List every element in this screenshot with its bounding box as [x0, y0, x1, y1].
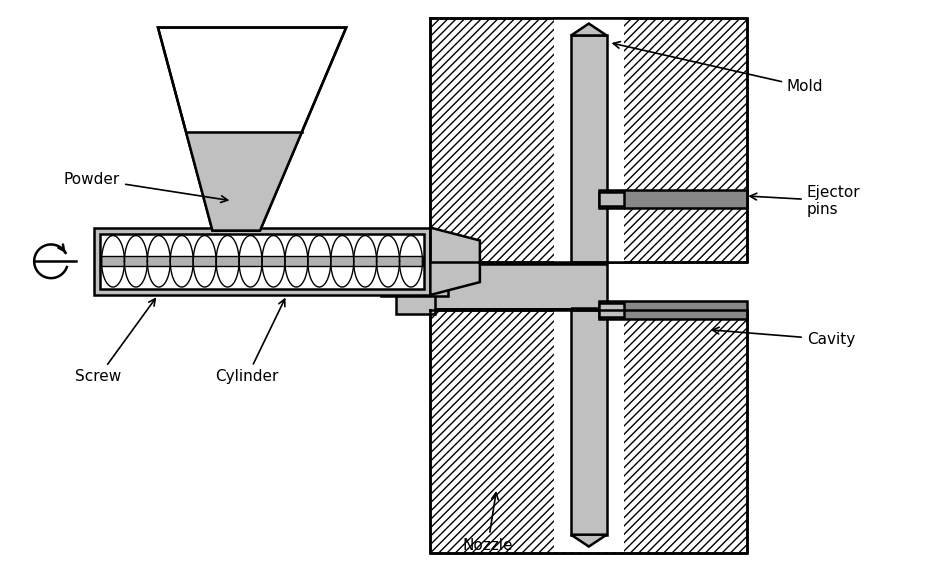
- Bar: [431, 264, 607, 308]
- Text: Cavity: Cavity: [712, 327, 855, 347]
- Bar: [99, 233, 424, 289]
- Bar: [571, 36, 607, 262]
- Bar: [571, 310, 607, 535]
- Text: Screw: Screw: [75, 299, 156, 384]
- Text: Mold: Mold: [613, 42, 824, 94]
- Bar: [431, 18, 748, 262]
- Bar: [100, 256, 423, 266]
- Polygon shape: [186, 132, 302, 230]
- Polygon shape: [571, 535, 607, 546]
- Bar: [554, 19, 624, 262]
- Text: Cylinder: Cylinder: [216, 299, 285, 384]
- Text: Ejector
pins: Ejector pins: [750, 185, 860, 217]
- Bar: [554, 310, 624, 552]
- Bar: [598, 192, 624, 206]
- Bar: [396, 259, 435, 314]
- Polygon shape: [571, 23, 607, 36]
- Bar: [431, 274, 571, 284]
- Bar: [431, 298, 571, 308]
- Polygon shape: [158, 27, 346, 230]
- Bar: [598, 303, 624, 316]
- Bar: [381, 276, 448, 296]
- Bar: [94, 228, 431, 295]
- Bar: [598, 190, 748, 208]
- Polygon shape: [431, 228, 480, 295]
- Text: Nozzle: Nozzle: [462, 493, 513, 553]
- Text: Powder: Powder: [64, 171, 228, 202]
- Bar: [598, 301, 748, 319]
- Polygon shape: [186, 132, 302, 230]
- Bar: [431, 264, 485, 308]
- Bar: [431, 310, 748, 552]
